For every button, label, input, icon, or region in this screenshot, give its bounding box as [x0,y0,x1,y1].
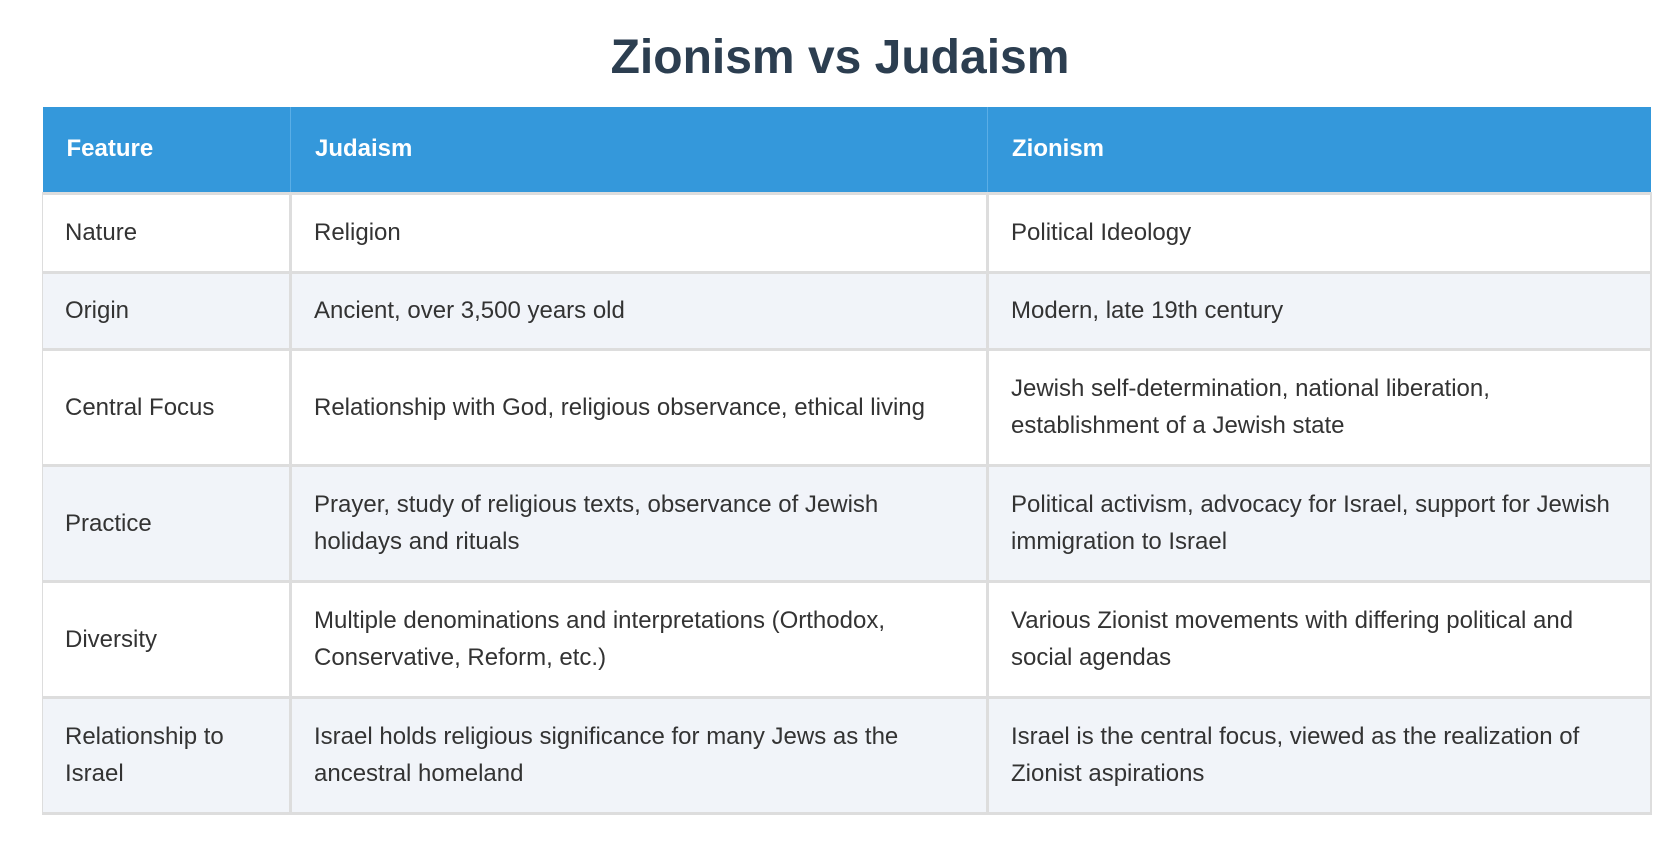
cell-feature: Practice [42,465,292,583]
header-judaism: Judaism [290,107,988,193]
cell-zionism: Modern, late 19th century [986,272,1652,351]
cell-judaism: Multiple denominations and interpretatio… [289,581,989,699]
cell-zionism: Israel is the central focus, viewed as t… [986,697,1652,815]
table-row: Origin Ancient, over 3,500 years old Mod… [42,272,1652,351]
cell-zionism: Political Ideology [986,191,1652,274]
cell-zionism: Political activism, advocacy for Israel,… [986,465,1652,583]
table-row: Practice Prayer, study of religious text… [42,465,1652,583]
table-body: Nature Religion Political Ideology Origi… [42,191,1652,815]
cell-feature: Nature [42,191,292,274]
table-row: Nature Religion Political Ideology [42,191,1652,274]
table-row: Diversity Multiple denominations and int… [42,581,1652,699]
cell-judaism: Relationship with God, religious observa… [289,349,989,467]
cell-judaism: Ancient, over 3,500 years old [289,272,989,351]
page-title: Zionism vs Judaism [610,31,1070,84]
header-feature: Feature [42,107,291,193]
cell-feature: Diversity [42,581,292,699]
cell-feature: Origin [42,272,292,351]
cell-feature: Central Focus [42,349,292,467]
cell-zionism: Jewish self-determination, national libe… [986,349,1652,467]
cell-feature: Relationship to Israel [42,697,292,815]
table-row: Relationship to Israel Israel holds reli… [42,697,1652,815]
cell-zionism: Various Zionist movements with differing… [986,581,1652,699]
cell-judaism: Religion [289,191,989,274]
header-zionism: Zionism [987,107,1651,193]
table-row: Central Focus Relationship with God, rel… [42,349,1652,467]
header-row: Feature Judaism Zionism [42,107,1651,193]
cell-judaism: Prayer, study of religious texts, observ… [289,465,989,583]
comparison-table: Feature Judaism Zionism Nature Religion … [42,107,1652,815]
table-header: Feature Judaism Zionism [42,107,1651,193]
cell-judaism: Israel holds religious significance for … [289,697,989,815]
